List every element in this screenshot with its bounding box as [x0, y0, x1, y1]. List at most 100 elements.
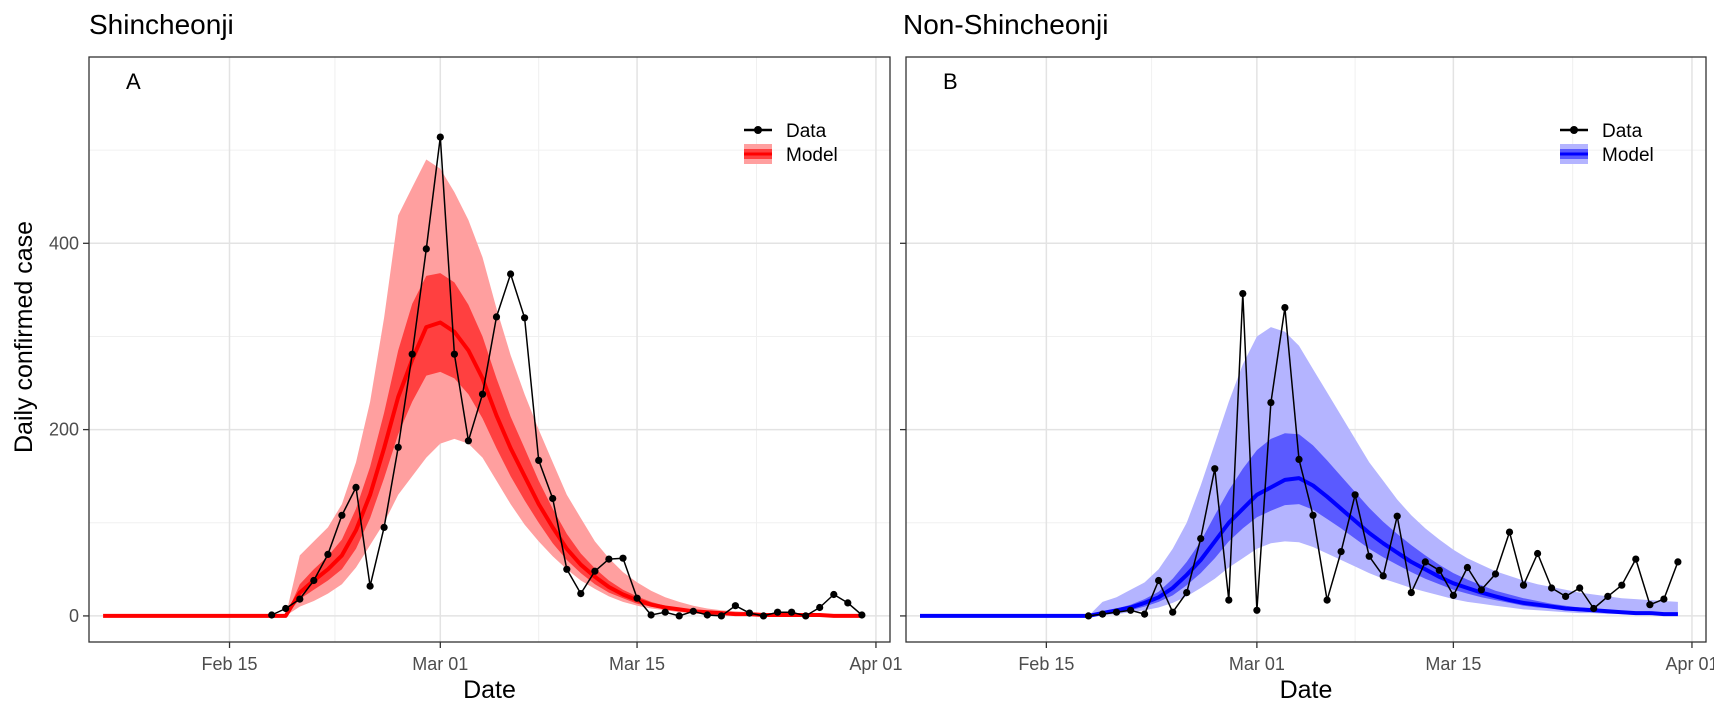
data-point: [1253, 606, 1261, 614]
panel-frame: [88, 56, 891, 643]
model-band-inner-area: [103, 273, 862, 616]
data-point: [1604, 592, 1612, 601]
data-point: [759, 612, 768, 620]
data-point: [1379, 572, 1387, 580]
panel-label: A: [126, 69, 141, 94]
legend-data-point: [754, 126, 762, 134]
data-point: [1421, 558, 1429, 566]
data-point: [619, 554, 627, 562]
data-point: [1155, 576, 1163, 585]
data-point: [268, 611, 276, 619]
data-point: [436, 133, 444, 141]
data-point: [282, 604, 290, 613]
y-ticks: [900, 242, 906, 617]
data-point: [1505, 528, 1514, 536]
panel-title: Non-Shincheonji: [903, 9, 1108, 40]
model-series-line: [103, 320, 862, 618]
data-point: [549, 494, 557, 503]
x-tick-label: Feb 15: [1018, 654, 1074, 674]
panel-title: Shincheonji: [89, 9, 234, 40]
data-point: [844, 599, 852, 607]
data-point: [1463, 563, 1471, 572]
data-point: [1548, 584, 1556, 592]
data-point: [1127, 606, 1135, 614]
y-tick-label: 0: [69, 606, 79, 626]
data-point: [1407, 589, 1415, 597]
data-point: [1309, 511, 1317, 519]
x-axis-title: Date: [1280, 676, 1333, 704]
data-point: [324, 550, 332, 559]
data-point: [858, 611, 866, 619]
data-point: [408, 350, 416, 358]
legend: Data Model: [1560, 121, 1654, 166]
data-point: [1618, 581, 1626, 589]
data-point: [1098, 610, 1107, 618]
data-point: [1295, 455, 1303, 463]
x-ticks: Feb 15 Mar 01 Mar 15 Apr 01: [1018, 642, 1714, 674]
model-line: [920, 476, 1678, 618]
legend-label-data: Data: [1602, 121, 1643, 142]
data-point: [352, 483, 360, 491]
y-tick-label: 200: [49, 420, 79, 440]
data-point: [1534, 549, 1542, 558]
panel-label: B: [943, 69, 958, 94]
data-point: [296, 595, 304, 603]
model-band-inner: [103, 273, 862, 616]
data-points: [268, 133, 866, 620]
x-tick-label: Feb 15: [202, 654, 258, 674]
data-point: [1267, 399, 1275, 407]
legend-data-point: [1570, 126, 1578, 134]
data-point: [1323, 596, 1331, 604]
legend-label-data: Data: [786, 121, 827, 142]
data-point: [1519, 581, 1528, 589]
data-point: [605, 555, 613, 563]
data-point: [1562, 592, 1570, 601]
data-point: [338, 511, 346, 519]
data-point: [310, 576, 318, 585]
data-point: [1183, 589, 1191, 597]
data-point: [521, 314, 529, 322]
data-point: [1084, 612, 1093, 620]
data-point: [577, 590, 585, 598]
legend-label-model: Model: [1602, 145, 1654, 166]
data-point: [1660, 595, 1668, 603]
data-point: [731, 602, 740, 610]
data-point: [1449, 591, 1457, 600]
panel-frame: [905, 56, 1707, 643]
data-point: [1491, 570, 1500, 578]
data-point: [1169, 608, 1177, 616]
x-tick-label: Mar 01: [412, 654, 468, 674]
data-point: [478, 390, 487, 398]
data-point: [563, 565, 571, 573]
x-tick-label: Mar 15: [1425, 654, 1481, 674]
data-point: [1197, 535, 1205, 543]
data-point: [1646, 601, 1654, 609]
data-point: [1674, 558, 1682, 566]
x-tick-label: Mar 01: [1229, 654, 1285, 674]
data-point: [1365, 552, 1373, 560]
data-point: [633, 594, 641, 602]
panel-shincheonji: Shincheonji Feb 15 Mar 01 Mar 15 Apr 01 0 20…: [49, 9, 903, 704]
model-band-inner: [920, 433, 1678, 616]
data-point: [675, 612, 683, 620]
legend-label-model: Model: [786, 145, 838, 166]
data-point: [1141, 610, 1149, 618]
y-axis-title: Daily confirmed case: [10, 221, 38, 453]
data-point: [774, 608, 782, 616]
data-point: [703, 611, 711, 619]
data-point: [1477, 586, 1485, 594]
x-tick-label: Mar 15: [609, 654, 665, 674]
data-point: [830, 590, 838, 599]
data-point: [464, 437, 472, 445]
data-point: [492, 313, 501, 321]
data-point: [535, 456, 543, 464]
legend: Data Model: [744, 121, 838, 166]
data-point: [661, 608, 669, 616]
model-line: [103, 320, 862, 618]
data-point: [788, 608, 796, 616]
data-point: [717, 612, 726, 620]
x-tick-label: Apr 01: [849, 654, 902, 674]
data-point: [1576, 584, 1584, 592]
data-point: [1351, 491, 1359, 499]
